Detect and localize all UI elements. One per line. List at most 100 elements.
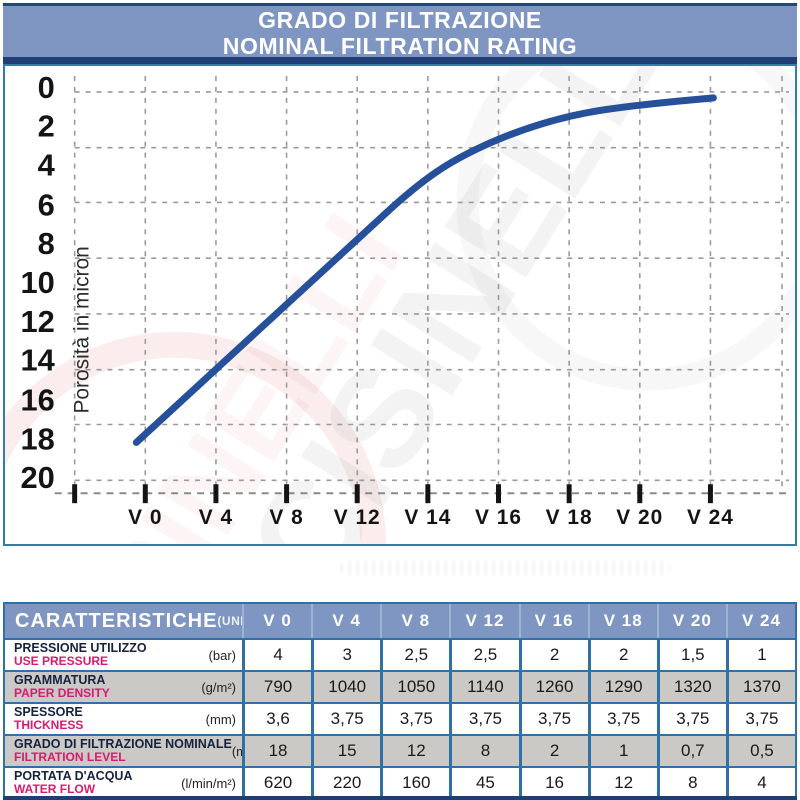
column-header-v16: V 16 [518,604,588,638]
table-cell: 1320 [656,670,726,702]
table-cell: 16 [518,766,588,798]
column-header-v0: V 0 [242,604,312,638]
table-cell: 3,75 [725,702,795,734]
row-label-paper-density: GRAMMATURA PAPER DENSITY (g/m²) [5,670,242,702]
table-cell: 4 [725,766,795,798]
row-unit: (micron) [231,743,242,759]
row-label-italian: GRAMMATURA [14,673,106,688]
table-cell: 8 [656,766,726,798]
column-header-v8: V 8 [380,604,450,638]
row-label-english: USE PRESSURE [14,654,109,669]
unit-column-header: (UNITÀ) [217,614,242,628]
table-cell: 3,75 [449,702,519,734]
x-tick-label: V 16 [475,506,522,529]
row-label-english: WATER FLOW [14,782,96,797]
table-cell: 790 [242,670,312,702]
table-cell: 2 [518,638,588,670]
table-cell: 12 [380,734,450,766]
table-cell: 1260 [518,670,588,702]
column-header-v12: V 12 [449,604,519,638]
y-tick-label: 14 [20,343,54,378]
table-cell: 4 [242,638,312,670]
column-header-v24: V 24 [725,604,795,638]
table-cell: 2 [587,638,657,670]
table-cell: 45 [449,766,519,798]
column-header-v4: V 4 [311,604,381,638]
table-cell: 0,7 [656,734,726,766]
chart-title-italian: GRADO DI FILTRAZIONE [258,7,542,33]
y-tick-label: 6 [38,187,55,222]
table-cell: 3 [311,638,381,670]
x-axis-labels: V 0 V 4 V 8 V 12 V 14 V 16 V 18 V 20 V 2… [128,506,734,529]
table-cell: 15 [311,734,381,766]
row-unit: (mm) [205,711,236,727]
porosity-curve [132,94,717,446]
table-cell: 1,5 [656,638,726,670]
x-tick-label: V 4 [199,506,233,529]
characteristics-table: CARATTERISTICHE (UNITÀ) V 0 V 4 V 8 V 12… [3,602,797,800]
table-cell: 1290 [587,670,657,702]
y-axis-title: Porosità in micron [71,246,94,413]
table-cell: 1050 [380,670,450,702]
table-title: CARATTERISTICHE [15,609,218,632]
y-tick-label: 10 [20,265,54,300]
table-cell: 160 [380,766,450,798]
table-cell: 18 [242,734,312,766]
row-label-italian: SPESSORE [14,705,83,720]
column-header-v20: V 20 [656,604,726,638]
table-cell: 3,75 [518,702,588,734]
table-cell: 1 [587,734,657,766]
y-tick-label: 16 [20,383,54,418]
table-cell: 1 [725,638,795,670]
x-tick-label: V 12 [334,506,381,529]
chart-title-english: NOMINAL FILTRATION RATING [222,33,578,59]
x-tick-label: V 18 [546,506,593,529]
row-label-water-flow: PORTATA D'ACQUA WATER FLOW (l/min/m²) [5,766,242,798]
table-bottom-border [3,796,797,800]
table-cell: 1040 [311,670,381,702]
y-tick-label: 2 [38,109,55,144]
table-cell: 1140 [449,670,519,702]
chart-canvas: CISINELLI CISINELLI [5,66,795,544]
row-label-filtration-level: GRADO DI FILTRAZIONE NOMINALE FILTRATION… [5,734,242,766]
row-unit: (bar) [208,647,236,663]
table-cell: 3,75 [380,702,450,734]
column-header-v18: V 18 [587,604,657,638]
table-cell: 1370 [725,670,795,702]
y-tick-label: 4 [38,148,55,183]
row-label-use-pressure: PRESSIONE UTILIZZO USE PRESSURE (bar) [5,638,242,670]
y-tick-label: 18 [20,421,54,456]
row-label-english: PAPER DENSITY [14,686,110,701]
row-label-english: THICKNESS [14,718,84,733]
horizontal-gridlines [74,91,790,482]
row-unit: (l/min/m²) [181,775,236,791]
table-header-characteristics: CARATTERISTICHE (UNITÀ) [5,604,242,638]
table-cell: 3,75 [656,702,726,734]
row-label-thickness: SPESSORE THICKNESS (mm) [5,702,242,734]
table-cell: 8 [449,734,519,766]
table-cell: 2,5 [380,638,450,670]
table-cell: 2 [518,734,588,766]
chart-title-bar: GRADO DI FILTRAZIONE NOMINAL FILTRATION … [3,3,797,60]
x-tick-label: V 0 [128,506,162,529]
watermark: CISINELLI CISINELLI [5,66,795,544]
vertical-gridlines [73,75,783,494]
y-axis-labels: 0 2 4 6 8 10 12 14 16 18 20 [20,70,54,495]
x-tick-label: V 14 [404,506,451,529]
x-tick-label: V 20 [616,506,663,529]
row-label-italian: GRADO DI FILTRAZIONE NOMINALE [14,737,232,752]
x-tick-label: V 24 [687,506,734,529]
watermark-band [340,560,670,576]
table-cell: 620 [242,766,312,798]
table-cell: 12 [587,766,657,798]
title-divider [3,57,797,64]
table-cell: 220 [311,766,381,798]
row-unit: (g/m²) [201,679,236,695]
filtration-rating-chart: CISINELLI CISINELLI [3,64,797,546]
x-tick-label: V 8 [269,506,303,529]
table-cell: 3,75 [587,702,657,734]
table-cell: 3,6 [242,702,312,734]
x-axis-ticks [72,484,713,504]
y-tick-label: 12 [20,304,54,339]
